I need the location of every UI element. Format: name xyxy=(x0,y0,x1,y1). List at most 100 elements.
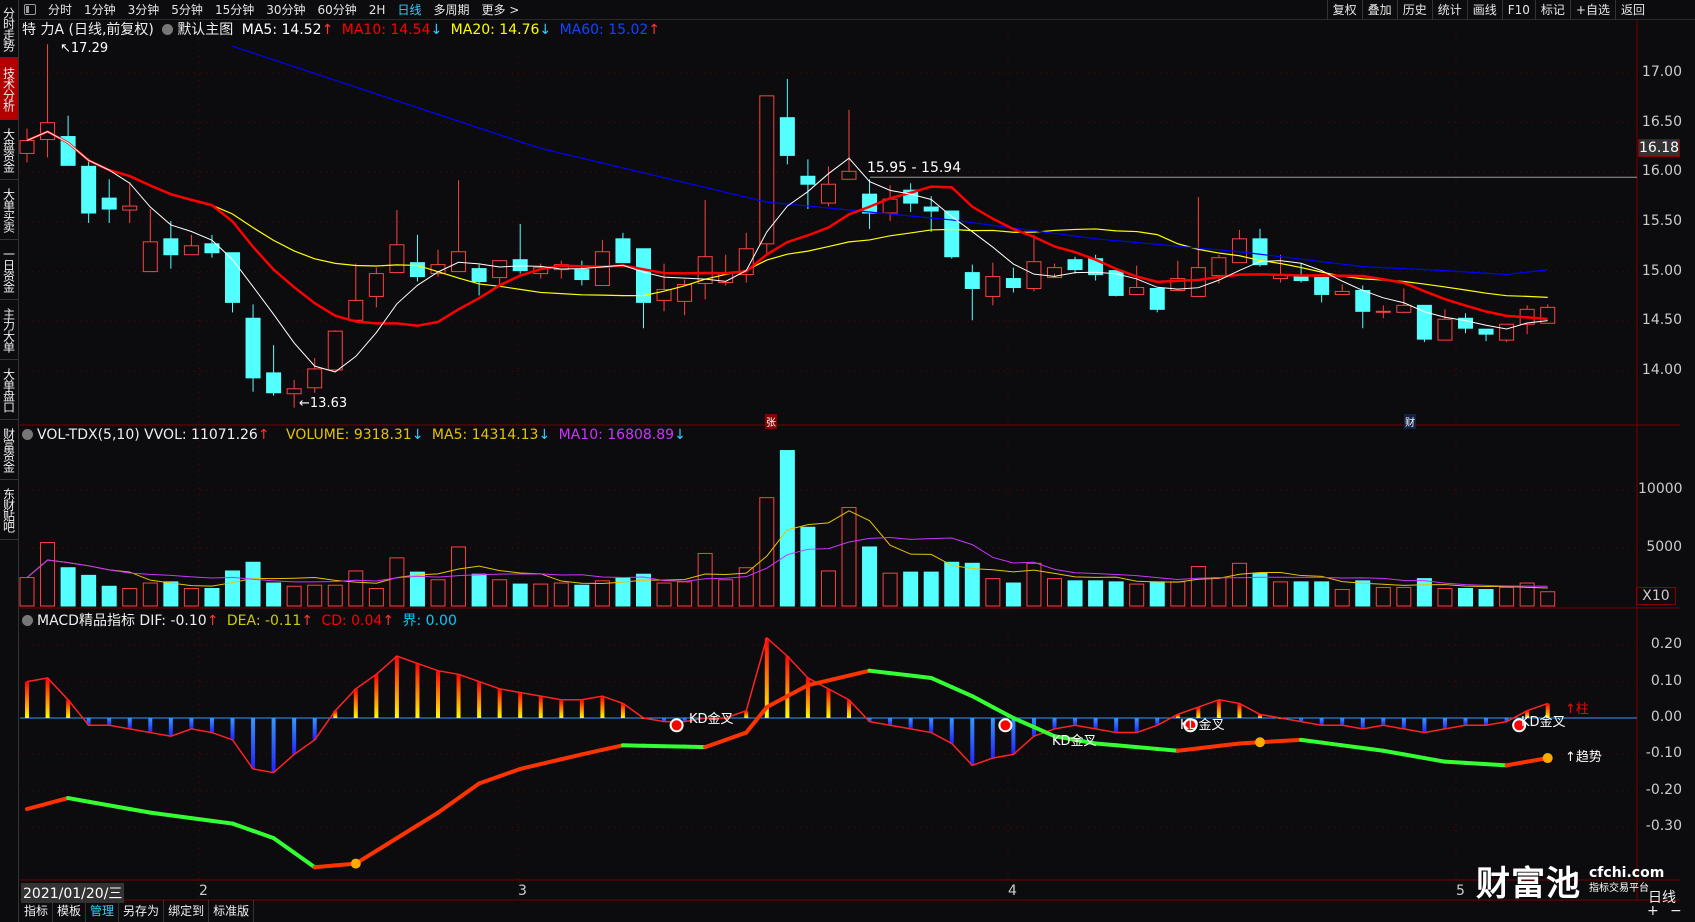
macd-trend-segment xyxy=(1114,743,1139,750)
sidebar-item[interactable]: 大单盘口 xyxy=(0,360,18,420)
period-tab[interactable]: 日线 xyxy=(397,3,422,17)
period-tab[interactable]: 15分钟 xyxy=(214,3,255,17)
macd-trend-segment xyxy=(230,821,256,833)
sidebar-item[interactable]: 分时走势 xyxy=(0,0,18,58)
sidebar-item[interactable]: 东财贴吧 xyxy=(0,480,18,540)
volume-bar xyxy=(368,587,384,607)
candle-body xyxy=(183,245,199,256)
macd-trend-segment xyxy=(271,836,297,855)
macd-trend-segment xyxy=(251,828,276,841)
period-tab[interactable]: 60分钟 xyxy=(317,3,357,17)
window-toggle-icon[interactable] xyxy=(24,4,36,15)
volume-bar xyxy=(1375,586,1391,607)
macd-trend-segment xyxy=(579,747,605,757)
macd-trend-segment xyxy=(1504,759,1530,768)
candle-body xyxy=(225,252,240,303)
macd-trend-segment xyxy=(703,737,728,750)
left-sidebar: 分时走势 技术分析 大盘资金 大单买卖 一日资金 主力大单 大单盘口 财富资金 东财贴吧 xyxy=(0,0,19,922)
vol-dropdown-icon[interactable] xyxy=(22,429,33,440)
sidebar-item[interactable]: 大盘资金 xyxy=(0,120,18,180)
macd-histogram-bar xyxy=(1258,714,1262,718)
indicator-button[interactable]: 指标 xyxy=(20,900,54,922)
volume-bar xyxy=(451,546,467,607)
toolbar-button[interactable]: 返回 xyxy=(1614,0,1650,20)
template-name[interactable]: 默认主图 xyxy=(177,22,234,38)
macd-trend-segment xyxy=(1073,737,1098,746)
period-tab[interactable]: 1分钟 xyxy=(84,3,116,17)
candle-body xyxy=(1149,287,1165,310)
indicator-button[interactable]: 管理 xyxy=(86,900,120,922)
volume-bar xyxy=(266,582,282,607)
macd-histogram-bar xyxy=(1504,718,1509,722)
trend-dot-marker xyxy=(350,858,361,869)
badge-cai[interactable]: 财 xyxy=(1404,414,1416,429)
toolbar-button[interactable]: 叠加 xyxy=(1361,0,1397,20)
period-tab[interactable]: 分时 xyxy=(48,3,73,17)
candle-body xyxy=(60,136,76,166)
candle-body xyxy=(1416,304,1432,340)
candle-body xyxy=(1355,289,1371,312)
trend-dot-marker xyxy=(1542,753,1553,764)
toolbar-button[interactable]: F10 xyxy=(1501,0,1535,20)
candle-body xyxy=(759,95,775,245)
volume-bar xyxy=(1088,580,1104,607)
period-tab[interactable]: 多周期 xyxy=(433,3,470,17)
macd-histogram-bar xyxy=(1073,718,1078,726)
toolbar-button[interactable]: 历史 xyxy=(1396,0,1432,20)
ma20-value: MA20: 14.76↓ xyxy=(450,22,552,38)
candle-body xyxy=(1047,267,1062,279)
zoom-in-button[interactable]: + xyxy=(1647,903,1659,919)
period-tab[interactable]: 更多 > xyxy=(481,3,520,17)
volume-value: VOLUME: 9318.31↓ xyxy=(286,427,424,443)
sidebar-item[interactable]: 大单买卖 xyxy=(0,180,18,240)
macd-histogram-bar xyxy=(929,718,934,733)
indicator-button[interactable]: 绑定到 xyxy=(164,900,210,922)
volume-bar xyxy=(40,542,56,607)
badge-zhang[interactable]: 张 xyxy=(765,414,777,429)
macd-trend-segment xyxy=(826,673,851,683)
volume-bar xyxy=(1519,582,1535,607)
dea-value: DEA: -0.11↑ xyxy=(226,613,313,629)
macd-trend-segment xyxy=(1031,725,1057,739)
axis-tick-label: 16.00 xyxy=(1641,163,1682,180)
candle-body xyxy=(40,122,56,141)
period-tab[interactable]: 3分钟 xyxy=(127,3,160,17)
ma5-value: MA5: 14.52↑ xyxy=(241,22,334,38)
period-tab[interactable]: 30分钟 xyxy=(266,3,306,17)
indicator-button[interactable]: 标准版 xyxy=(209,900,255,922)
macd-trend-segment xyxy=(127,807,153,815)
sidebar-item[interactable]: 财富资金 xyxy=(0,420,18,480)
sidebar-item[interactable]: 一日资金 xyxy=(0,240,18,300)
period-tab[interactable]: 2H xyxy=(368,2,386,17)
kd-golden-cross-label: KD金叉 xyxy=(689,712,734,727)
volume-bar xyxy=(533,583,549,607)
toolbar-button[interactable]: 复权 xyxy=(1326,0,1362,20)
template-dropdown-icon[interactable] xyxy=(162,24,174,35)
macd-dropdown-icon[interactable] xyxy=(22,615,33,626)
toolbar-button[interactable]: 统计 xyxy=(1431,0,1467,20)
trend-signal-label: ↑趋势 xyxy=(1565,750,1602,765)
candle-body xyxy=(307,368,323,389)
month-label: 2 xyxy=(199,883,208,899)
indicator-button[interactable]: 另存为 xyxy=(119,900,165,922)
period-tab[interactable]: 5分钟 xyxy=(171,3,203,17)
macd-histogram-bar xyxy=(1299,718,1304,722)
volume-bar xyxy=(1396,586,1412,607)
candle-body xyxy=(985,276,1001,297)
indicator-button[interactable]: 模板 xyxy=(53,900,87,922)
volume-bar xyxy=(1047,578,1062,607)
toolbar-button[interactable]: 画线 xyxy=(1466,0,1502,20)
sidebar-item[interactable]: 主力大单 xyxy=(0,300,18,360)
axis-tick-label: 10000 xyxy=(1638,481,1683,497)
sidebar-item[interactable]: 技术分析 xyxy=(0,58,18,120)
macd-histogram-bar xyxy=(1340,718,1345,726)
toolbar-button[interactable]: +自选 xyxy=(1569,0,1615,20)
vol-ma10-value: MA10: 16808.89↓ xyxy=(558,427,686,443)
candle-body xyxy=(368,273,384,297)
period-label[interactable]: 日线 xyxy=(1648,890,1676,906)
zoom-out-button[interactable]: − xyxy=(1670,903,1682,919)
volume-bar xyxy=(1437,587,1453,607)
ma60-value: MA60: 15.02↑ xyxy=(559,22,661,38)
toolbar-button[interactable]: 标记 xyxy=(1534,0,1570,20)
